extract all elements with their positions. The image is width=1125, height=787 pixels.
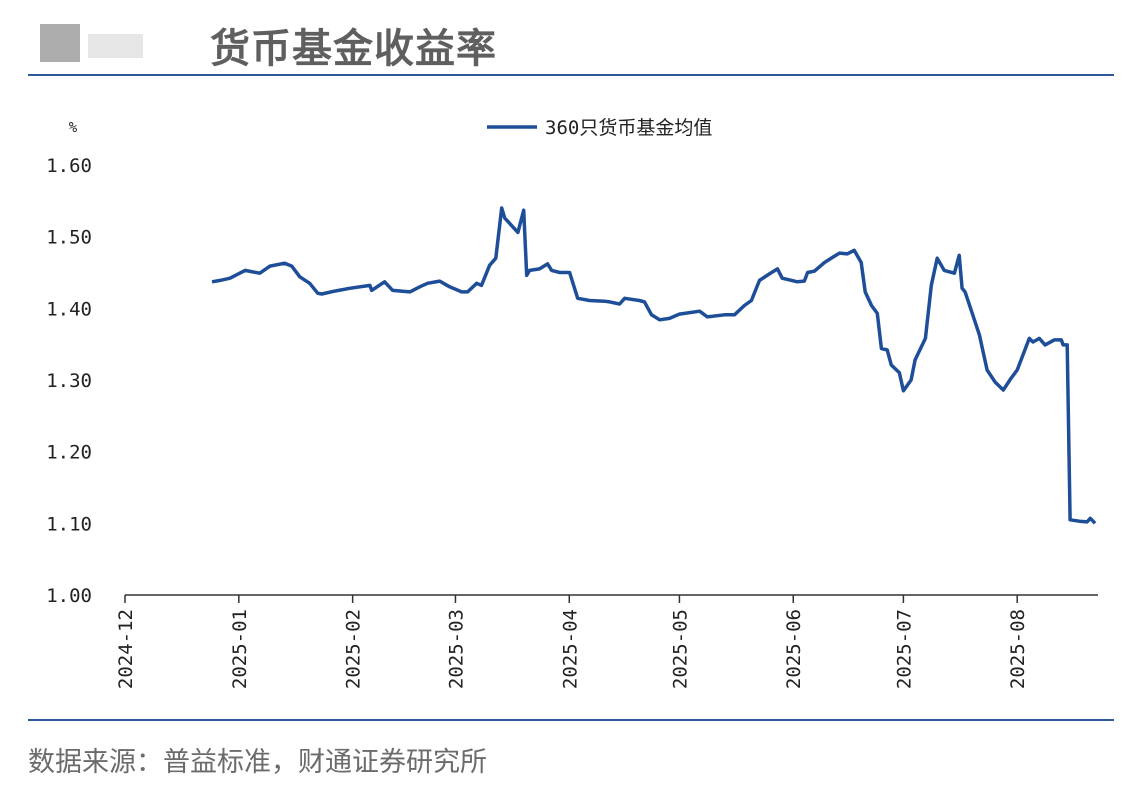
y-tick-label: 1.00 xyxy=(46,585,92,607)
y-tick-label: 1.50 xyxy=(46,227,92,249)
x-tick-label: 2025-05 xyxy=(669,609,691,689)
logo xyxy=(40,24,80,62)
x-tick-label: 2025-03 xyxy=(445,609,467,689)
x-tick-label: 2025-04 xyxy=(559,609,581,689)
legend-label: 360只货币基金均值 xyxy=(545,117,712,139)
y-tick-label: 1.10 xyxy=(46,513,92,535)
header-rule xyxy=(28,74,1114,76)
footer-rule xyxy=(28,719,1114,721)
y-tick-label: 1.20 xyxy=(46,442,92,464)
source-note: 数据来源：普益标准，财通证券研究所 xyxy=(28,747,487,778)
page-title: 货币基金收益率 xyxy=(210,26,497,72)
y-tick-label: 1.40 xyxy=(46,298,92,320)
x-tick-label: 2025-07 xyxy=(893,609,915,689)
y-tick-label: 1.60 xyxy=(46,155,92,177)
y-axis-label: % xyxy=(69,120,78,136)
x-tick-label: 2025-06 xyxy=(783,609,805,689)
y-tick-label: 1.30 xyxy=(46,370,92,392)
x-tick-label: 2025-01 xyxy=(229,609,251,689)
x-tick-label: 2025-02 xyxy=(343,609,365,689)
x-tick-label: 2024-12 xyxy=(115,609,137,689)
x-tick-label: 2025-08 xyxy=(1007,609,1029,689)
logo-text xyxy=(88,34,143,58)
chart: % 1.00 1.10 1.20 1.30 1.40 1.50 1.60 2024-12 202… xyxy=(46,117,1098,689)
series-line xyxy=(211,206,1097,525)
